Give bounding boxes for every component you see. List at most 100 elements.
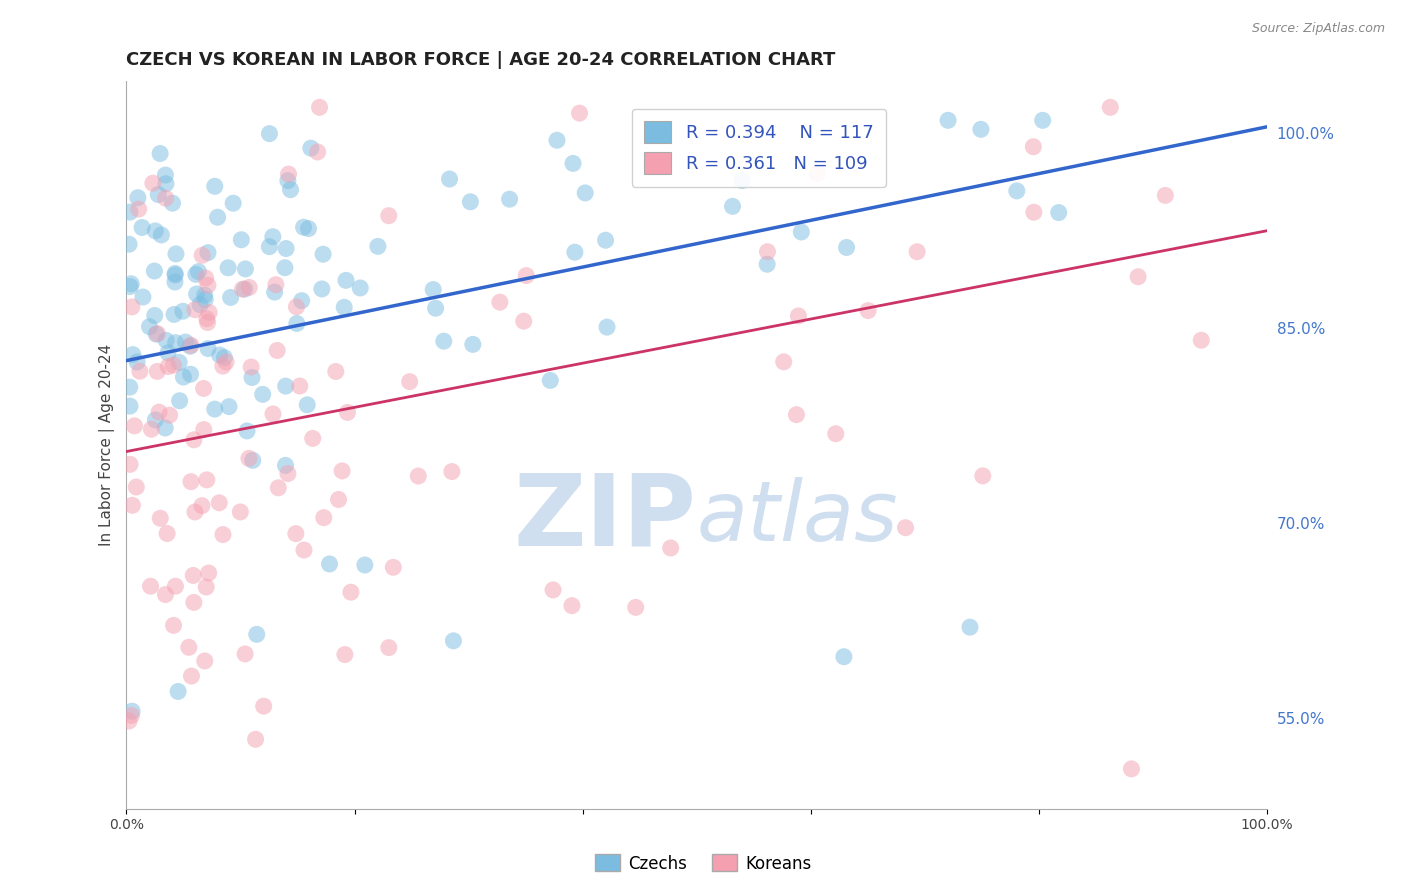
Point [1022,140,1045,154]
Point [240,370,263,384]
Point [229,505,252,519]
Text: CZECH VS KOREAN IN LABOR FORCE | AGE 20-24 CORRELATION CHART: CZECH VS KOREAN IN LABOR FORCE | AGE 20-… [127,51,835,69]
Point [118,380,141,394]
Point [139,579,162,593]
Point [460,194,482,209]
Point [212,359,235,373]
Point [787,309,810,323]
Point [335,273,357,287]
Point [297,398,319,412]
Point [318,557,340,571]
Point [162,618,184,632]
Point [121,300,143,314]
Point [378,640,401,655]
Point [307,145,329,159]
Point [513,314,536,328]
Point [659,541,682,555]
Point [156,526,179,541]
Point [184,302,207,317]
Point [121,704,143,718]
Point [489,295,512,310]
Legend: Czechs, Koreans: Czechs, Koreans [588,847,818,880]
Point [194,271,217,285]
Point [143,224,166,238]
Point [191,499,214,513]
Point [382,560,405,574]
Point [378,209,401,223]
Point [408,469,430,483]
Point [207,211,229,225]
Point [167,684,190,698]
Point [150,227,173,242]
Point [624,600,647,615]
Point [595,233,617,247]
Point [204,402,226,417]
Point [121,708,143,723]
Point [233,647,256,661]
Point [806,166,828,180]
Point [340,585,363,599]
Point [1005,184,1028,198]
Point [1121,762,1143,776]
Point [312,247,335,261]
Point [165,579,187,593]
Point [461,337,484,351]
Point [568,106,591,120]
Point [184,505,207,519]
Point [124,418,146,433]
Point [231,282,253,296]
Point [195,473,218,487]
Point [235,261,257,276]
Point [333,301,356,315]
Point [515,268,537,283]
Point [125,355,148,369]
Point [187,264,209,278]
Point [263,285,285,299]
Point [596,320,619,334]
Point [238,451,260,466]
Point [238,280,260,294]
Point [165,267,187,281]
Point [222,196,245,211]
Point [155,168,177,182]
Point [146,364,169,378]
Point [936,113,959,128]
Point [193,423,215,437]
Point [163,275,186,289]
Point [197,245,219,260]
Point [146,326,169,341]
Point [856,303,879,318]
Point [180,368,202,382]
Point [1022,205,1045,219]
Point [125,480,148,494]
Point [284,526,307,541]
Point [194,293,217,307]
Point [121,348,143,362]
Point [177,640,200,655]
Point [162,358,184,372]
Point [208,496,231,510]
Legend: R = 0.394    N = 117, R = 0.361   N = 109: R = 0.394 N = 117, R = 0.361 N = 109 [631,109,886,187]
Point [292,543,315,558]
Point [118,399,141,413]
Point [756,244,779,259]
Point [328,492,350,507]
Point [264,277,287,292]
Point [274,379,297,393]
Point [197,566,219,580]
Point [498,192,520,206]
Point [174,334,197,349]
Point [194,654,217,668]
Point [349,281,371,295]
Point [312,510,335,524]
Point [297,221,319,235]
Point [443,633,465,648]
Point [311,282,333,296]
Point [149,146,172,161]
Point [131,220,153,235]
Point [169,393,191,408]
Point [240,359,263,374]
Point [148,187,170,202]
Point [274,242,297,256]
Point [197,316,219,330]
